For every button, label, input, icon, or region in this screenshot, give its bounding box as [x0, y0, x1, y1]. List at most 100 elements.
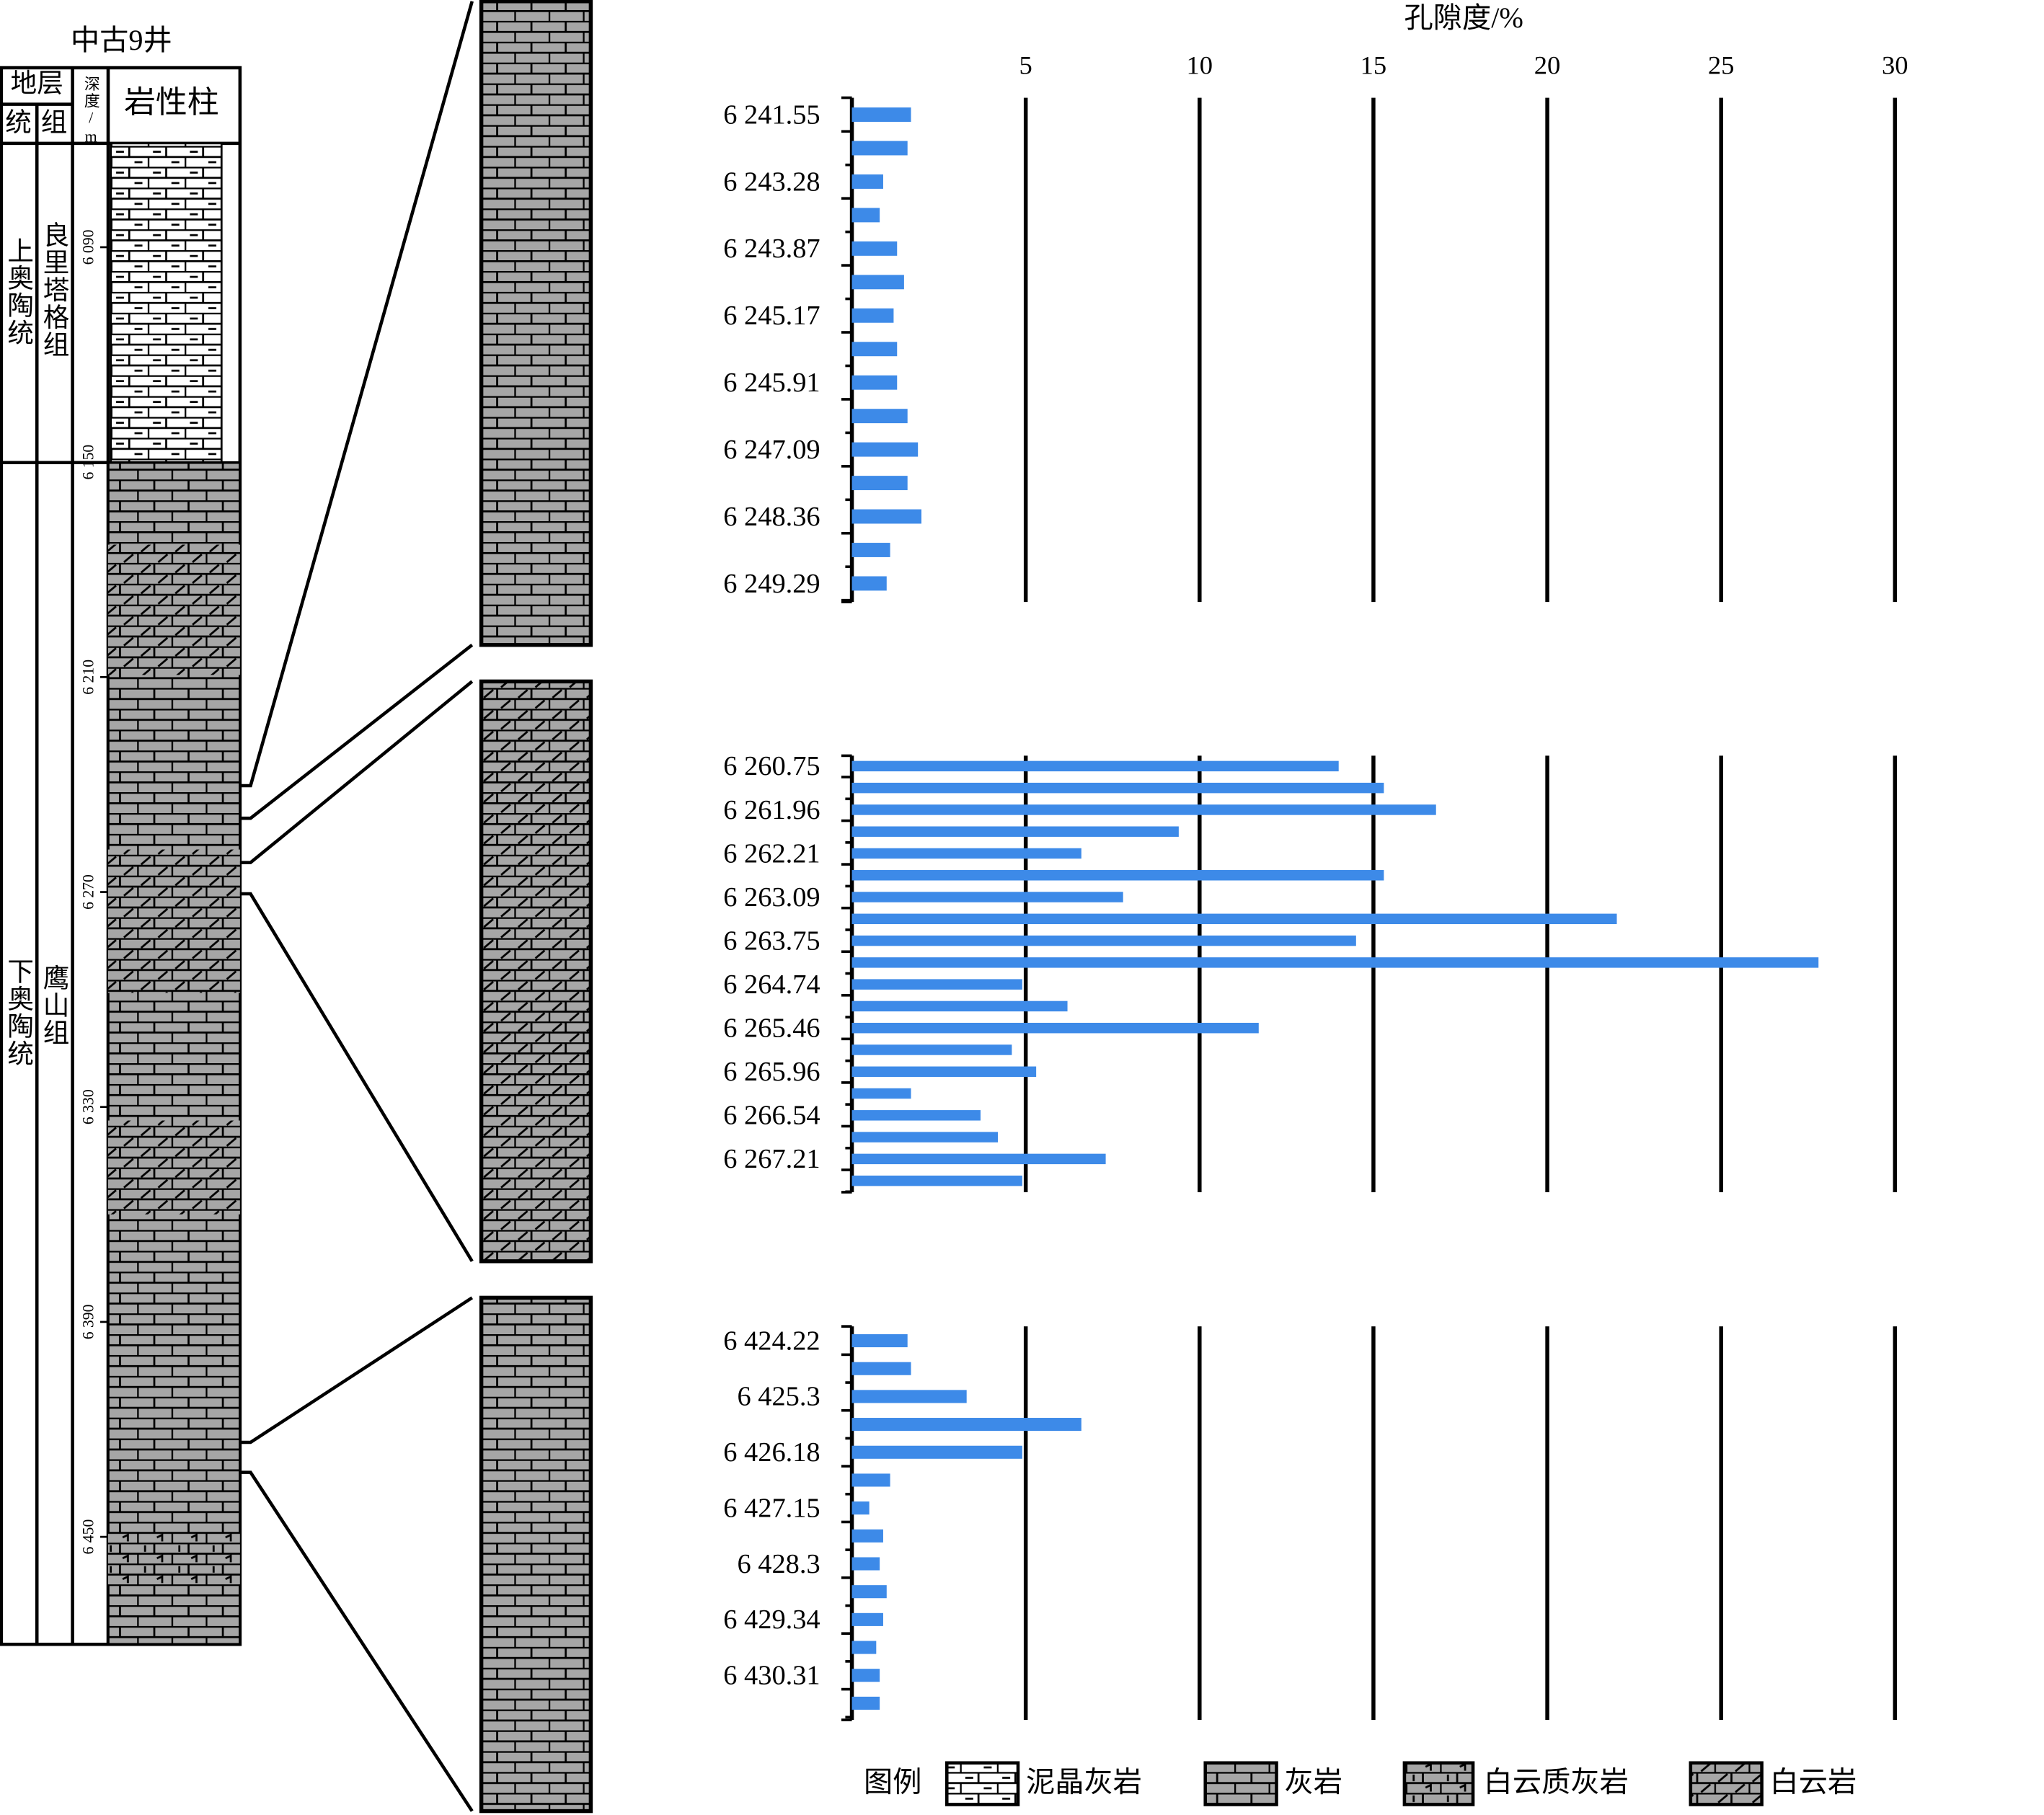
- bar: [851, 913, 1617, 925]
- bar: [851, 409, 908, 424]
- zoom-connector: [239, 1, 474, 1812]
- bar: [851, 957, 1819, 968]
- bar: [851, 275, 904, 290]
- bar: [851, 1501, 870, 1515]
- bar: [851, 509, 922, 524]
- y-tick-label: 6 424.22: [723, 1326, 820, 1357]
- header-strata: 地层: [11, 69, 63, 98]
- formation: 良里塔格组: [40, 221, 68, 358]
- y-tick-label: 6 265.96: [723, 1057, 820, 1087]
- bar: [851, 543, 890, 557]
- bar: [851, 1418, 1081, 1432]
- bar: [851, 342, 898, 357]
- y-tick-label: 6 248.36: [723, 502, 820, 532]
- series-unit: 下奥陶统: [4, 958, 32, 1068]
- legend-swatch: [1203, 1761, 1278, 1806]
- y-tick-label: 6 264.74: [723, 969, 820, 1000]
- lithology-dolomitic-limestone: [107, 1532, 240, 1585]
- depth-tick-label: 6 090: [79, 229, 97, 265]
- zoom-column: [479, 0, 593, 647]
- legend-swatch: [1402, 1761, 1475, 1806]
- y-tick-label: 6 427.15: [723, 1494, 820, 1524]
- bar: [851, 1088, 911, 1099]
- y-tick-label: 6 262.21: [723, 839, 820, 869]
- legend-label: 灰岩: [1284, 1766, 1342, 1798]
- x-tick-label: 10: [1187, 50, 1213, 79]
- bar: [851, 760, 1339, 772]
- y-tick-label: 6 249.29: [723, 569, 820, 599]
- bar: [851, 804, 1436, 815]
- depth-tick-label: 6 450: [79, 1519, 97, 1555]
- zoom-column: [479, 1295, 593, 1814]
- x-tick-label: 30: [1882, 50, 1908, 79]
- y-tick-label: 6 426.18: [723, 1437, 820, 1468]
- legend-label: 泥晶灰岩: [1026, 1766, 1142, 1798]
- x-tick-label: 20: [1534, 50, 1561, 79]
- depth-tick-label: 6 210: [79, 660, 97, 695]
- y-tick-label: 6 241.55: [723, 100, 820, 130]
- legend-swatch: [944, 1761, 1020, 1806]
- y-tick-label: 6 245.91: [723, 368, 820, 398]
- legend-label: 白云质灰岩: [1484, 1766, 1629, 1798]
- bar: [851, 1390, 967, 1403]
- bar: [851, 576, 887, 591]
- bar: [851, 1175, 1022, 1186]
- bar: [851, 476, 908, 491]
- bar: [851, 1641, 877, 1654]
- bar: [851, 870, 1384, 881]
- y-tick-label: 6 266.54: [723, 1101, 820, 1131]
- bar: [851, 141, 908, 156]
- y-tick-label: 6 261.96: [723, 795, 820, 825]
- bar: [851, 979, 1022, 990]
- bar: [851, 174, 883, 189]
- y-tick-label: 6 263.09: [723, 882, 820, 913]
- y-tick-label: 6 243.87: [723, 234, 820, 264]
- bar: [851, 241, 898, 256]
- legend-swatch: [1689, 1761, 1764, 1806]
- bar: [851, 1445, 1022, 1459]
- lithology-dolomite: [107, 849, 240, 993]
- bar: [851, 107, 911, 123]
- bar: [851, 1473, 890, 1487]
- y-tick-label: 6 425.3: [737, 1382, 820, 1412]
- depth-tick-label: 6 330: [79, 1089, 97, 1124]
- bar: [851, 892, 1123, 902]
- y-tick-label: 6 247.09: [723, 435, 820, 465]
- header-series: 统: [5, 108, 32, 137]
- bar: [851, 935, 1356, 946]
- y-tick-label: 6 430.31: [723, 1661, 820, 1691]
- bar: [851, 826, 1179, 837]
- legend-label: 白云岩: [1770, 1766, 1857, 1798]
- legend-title: 图例: [864, 1766, 921, 1798]
- bar: [851, 1529, 883, 1543]
- bar: [851, 375, 898, 390]
- formation: 鹰山组: [40, 964, 68, 1047]
- bar: [851, 1333, 908, 1348]
- bar: [851, 1557, 880, 1571]
- bar: [851, 1110, 981, 1121]
- y-tick-label: 6 260.75: [723, 751, 820, 781]
- bar: [851, 1669, 880, 1682]
- well-title: 中古9井: [71, 24, 172, 56]
- bar: [851, 1044, 1012, 1055]
- lithology-dolomite: [107, 544, 240, 675]
- bar: [851, 1022, 1259, 1034]
- header-lithology: 岩性柱: [124, 86, 219, 120]
- x-tick-label: 15: [1361, 50, 1387, 79]
- y-tick-label: 6 245.17: [723, 301, 820, 331]
- bar: [851, 1585, 887, 1599]
- depth-tick-label: 6 150: [79, 445, 97, 480]
- bar: [851, 442, 919, 457]
- bar: [851, 848, 1081, 859]
- lithology-dolomite: [107, 1120, 240, 1215]
- x-tick-label: 25: [1708, 50, 1735, 79]
- bar: [851, 1362, 911, 1375]
- lithology-micrite: [110, 142, 223, 464]
- bar: [851, 1153, 1106, 1165]
- bar: [851, 1066, 1037, 1077]
- x-axis-label: 孔隙度/%: [1404, 1, 1523, 34]
- y-tick-label: 6 263.75: [723, 926, 820, 957]
- bar: [851, 208, 880, 223]
